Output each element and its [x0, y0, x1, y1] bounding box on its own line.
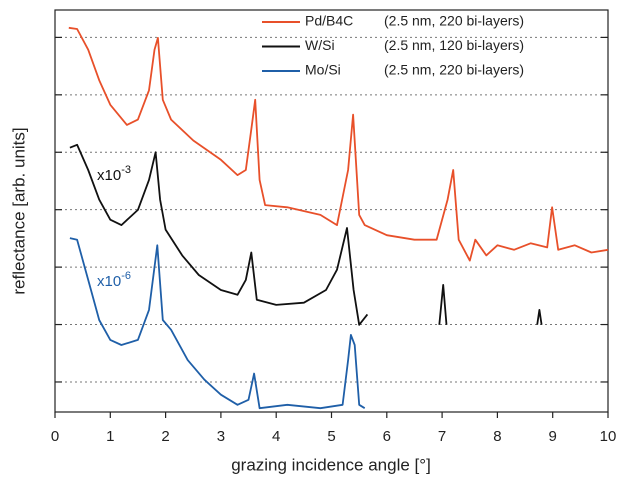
x-tick-label: 0 [51, 428, 59, 445]
legend-label: W/Si [305, 37, 335, 53]
legend-detail: (2.5 nm, 120 bi-layers) [384, 37, 524, 53]
x-tick-label: 6 [383, 428, 391, 445]
x-tick-label: 7 [438, 428, 446, 445]
x-tick-label: 2 [161, 428, 169, 445]
x-tick-label: 5 [327, 428, 335, 445]
series-line [69, 143, 543, 326]
y-axis-label: reflectance [arb. units] [9, 127, 28, 294]
legend-label: Pd/B4C [305, 13, 353, 29]
legend-detail: (2.5 nm, 220 bi-layers) [384, 13, 524, 29]
legend-detail: (2.5 nm, 220 bi-layers) [384, 62, 524, 78]
x-tick-label: 3 [217, 428, 225, 445]
x-tick-label: 10 [600, 428, 617, 445]
x-tick-label: 8 [493, 428, 501, 445]
annotation-exponent: -3 [121, 164, 131, 176]
annotation-base: x10 [97, 273, 121, 290]
annotation-exponent: -6 [121, 270, 131, 282]
series-line [69, 237, 366, 410]
series-line [68, 26, 609, 262]
x-axis-label: grazing incidence angle [°] [231, 455, 431, 474]
scale-annotation: x10-6 [97, 270, 131, 290]
legend-label: Mo/Si [305, 62, 341, 78]
x-tick-label: 4 [272, 428, 280, 445]
x-tick-label: 9 [549, 428, 557, 445]
annotation-base: x10 [97, 167, 121, 184]
x-tick-label: 1 [106, 428, 114, 445]
scale-annotation: x10-3 [97, 164, 131, 184]
